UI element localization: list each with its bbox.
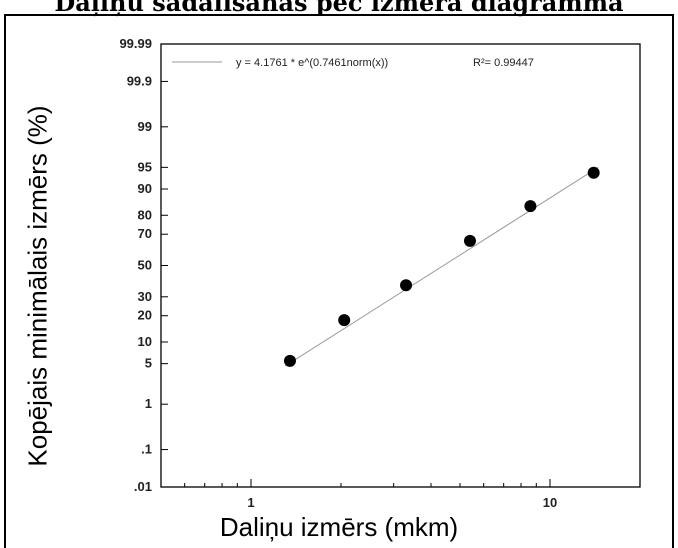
y-tick-label: .01: [134, 479, 152, 494]
x-tick-label: 1: [247, 495, 254, 510]
chart-border: [4, 14, 674, 548]
x-tick-label: 10: [543, 495, 557, 510]
y-tick-label: 99.9: [127, 73, 152, 88]
fit-line: [284, 166, 599, 367]
legend-equation: y = 4.1761 * e^(0.7461norm(x)): [236, 57, 388, 69]
y-tick-label: 99.99: [119, 36, 152, 51]
y-tick-label: 5: [145, 356, 152, 371]
axes-box: [160, 43, 641, 488]
y-tick-label: 50: [138, 258, 152, 273]
y-tick-label: 1: [145, 396, 152, 411]
data-point: [587, 166, 600, 179]
y-tick-label: 99: [138, 119, 152, 134]
chart-title: Daļiņu sadalīšanas pēc izmēra diagramma: [54, 0, 624, 17]
legend-r-squared: R²= 0.99447: [473, 57, 534, 69]
y-tick-label: 90: [138, 181, 152, 196]
data-point: [400, 279, 413, 292]
y-tick-label: 20: [138, 308, 152, 323]
y-tick-label: 80: [138, 207, 152, 222]
data-point: [524, 200, 537, 213]
y-tick-label: 10: [138, 334, 152, 349]
y-tick-label: 70: [138, 226, 152, 241]
y-tick-label: 30: [138, 289, 152, 304]
y-tick-label: 95: [138, 159, 152, 174]
y-tick-label: .1: [141, 442, 152, 457]
data-point: [463, 234, 476, 247]
x-axis-label: Daliņu izmērs (mkm): [219, 512, 459, 542]
data-point: [283, 354, 296, 367]
data-point: [338, 314, 351, 327]
